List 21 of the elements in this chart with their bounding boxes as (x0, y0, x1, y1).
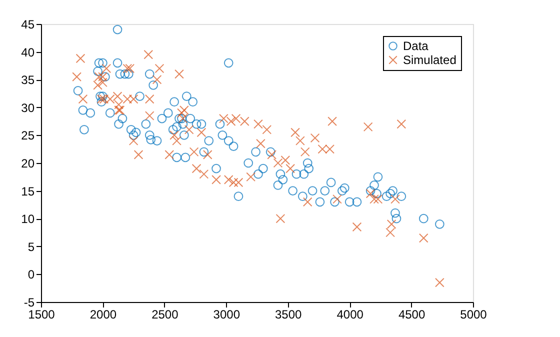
x-tick-label: 1500 (28, 308, 56, 322)
y-tick-label: 10 (21, 212, 35, 226)
x-tick-label: 4000 (336, 308, 364, 322)
x-tick-label: 5000 (460, 308, 488, 322)
y-tick-label: 30 (21, 100, 35, 115)
y-tick-label: 40 (21, 45, 35, 60)
legend-label: Simulated (403, 53, 456, 67)
y-tick-label: 20 (21, 156, 35, 170)
x-tick-label: 4500 (398, 308, 426, 322)
y-tick-label: 35 (21, 73, 35, 88)
x-tick-label: 3000 (213, 308, 240, 322)
x-tick-label: 2000 (90, 308, 117, 322)
y-tick-label: -5 (24, 296, 35, 310)
x-tick-label: 3500 (275, 308, 302, 322)
x-tick-label: 2500 (152, 308, 179, 322)
y-tick-label: 15 (21, 184, 35, 198)
y-tick-label: 45 (21, 18, 35, 32)
legend-label: Data (403, 39, 429, 53)
y-tick-label: 5 (28, 240, 35, 254)
y-tick-label: 0 (28, 268, 35, 282)
y-tick-label: 25 (21, 128, 35, 143)
